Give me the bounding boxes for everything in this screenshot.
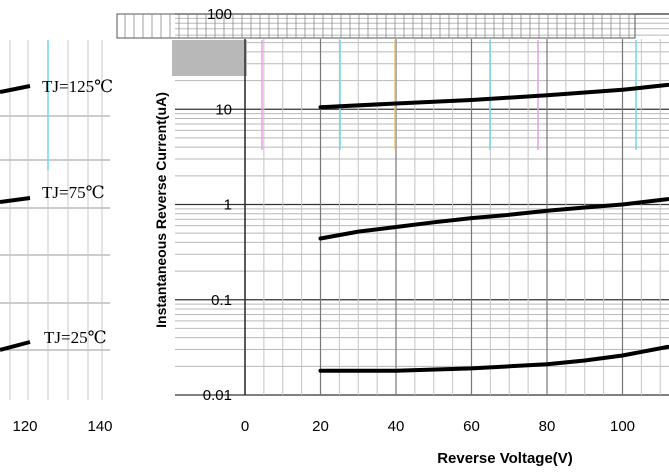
series-line-1 xyxy=(318,82,669,110)
y-tick-labels: 0.01 0.1 1 10 100 xyxy=(203,6,232,404)
series-line-3 xyxy=(318,344,669,373)
left-panel-grid xyxy=(0,40,110,400)
y-tick-label: 0.01 xyxy=(203,387,232,404)
left-curve-stub xyxy=(0,340,31,352)
left-x-tick-label-140: 140 xyxy=(87,418,112,435)
left-curve-stub xyxy=(0,196,31,204)
top-grid-band xyxy=(116,13,636,39)
x-axis-label: Reverse Voltage(V) xyxy=(437,450,573,467)
x-tick-labels: 0 20 40 60 80 100 xyxy=(241,418,635,435)
x-tick-label: 100 xyxy=(610,418,635,435)
y-axis-label: Instantaneous Reverse Current(uA) xyxy=(153,92,169,328)
left-curve-stub xyxy=(0,84,31,94)
shaded-grid-block xyxy=(172,40,247,76)
y-tick-label: 100 xyxy=(207,6,232,23)
left-x-tick-label-120: 120 xyxy=(12,418,37,435)
x-tick-label: 80 xyxy=(539,418,556,435)
y-tick-label: 0.1 xyxy=(211,292,232,309)
grid xyxy=(116,13,669,396)
curve-label-tj-125: TJ=125℃ xyxy=(42,77,113,96)
y-tick-label: 10 xyxy=(215,101,232,118)
x-tick-label: 20 xyxy=(312,418,329,435)
plot-area: 0.01 0.1 1 10 100 0 20 40 60 80 100 xyxy=(116,6,669,435)
x-tick-label: 40 xyxy=(388,418,405,435)
curve-label-tj-75: TJ=75℃ xyxy=(42,183,105,202)
series-line-2 xyxy=(318,197,669,241)
x-tick-label: 0 xyxy=(241,418,249,435)
x-tick-label: 60 xyxy=(463,418,480,435)
curve-label-tj-25: TJ=25℃ xyxy=(44,328,107,347)
left-panel: TJ=125℃ TJ=75℃ TJ=25℃ 120 140 xyxy=(0,40,113,435)
left-panel-curves xyxy=(0,84,31,352)
series-lines xyxy=(318,82,669,373)
y-tick-label: 1 xyxy=(224,197,232,214)
